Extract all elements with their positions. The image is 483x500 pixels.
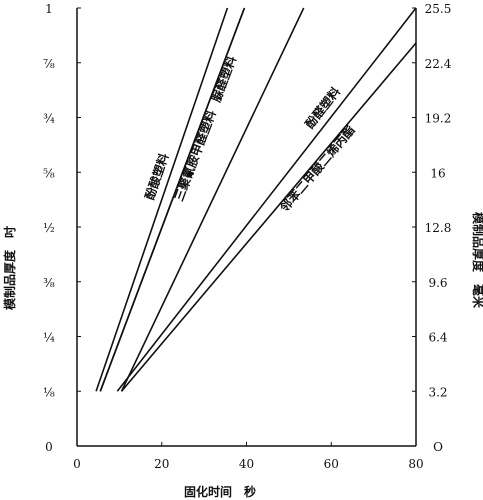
y-right-tick-label: 9.6 (428, 276, 447, 290)
y-left-tick-label: ⅝ (43, 166, 55, 180)
y-right-tick-label: 22.4 (425, 57, 452, 71)
series-line-3 (116, 7, 417, 392)
x-tick-label: 20 (154, 457, 169, 471)
series-label: 脲醛塑料 (208, 54, 239, 104)
y-left-tick-label: ¼ (43, 331, 55, 345)
y-left-tick-label: 1 (45, 2, 53, 16)
y-axis-right-ticks: O 3.2 6.4 9.6 12.8 16 19.2 22.4 25.5 (412, 2, 452, 454)
y-right-tick-label: 19.2 (425, 112, 452, 126)
y-left-tick-label: ⅛ (43, 385, 55, 399)
series-label: 酚醛塑料 (302, 84, 343, 131)
x-axis-ticks: 0 20 40 60 80 (73, 442, 424, 471)
y-right-tick-label: 3.2 (428, 385, 447, 399)
y-left-tick-label: 0 (45, 440, 53, 454)
y-axis-right-title: 模制品厚度 毫米 (471, 212, 483, 309)
y-left-tick-label: ⅜ (43, 276, 55, 290)
series-line-4 (120, 42, 417, 392)
y-left-tick-label: ⅞ (43, 57, 55, 71)
y-axis-left-ticks: 0 ⅛ ¼ ⅜ ½ ⅝ ¾ ⅞ 1 (43, 2, 81, 454)
x-tick-label: 0 (73, 457, 81, 471)
x-axis-title: 固化时间 秒 (184, 484, 256, 499)
y-left-tick-label: ¾ (43, 112, 55, 126)
x-tick-label: 40 (239, 457, 254, 471)
series-label: 三聚氰胺甲醛塑料 (171, 108, 219, 203)
series-line-2 (99, 7, 246, 392)
y-right-tick-label: O (433, 440, 443, 454)
x-tick-label: 80 (408, 457, 423, 471)
y-left-tick-label: ½ (43, 221, 55, 235)
y-right-tick-label: 16 (430, 166, 445, 180)
series-line-5 (120, 7, 305, 392)
y-axis-left-title: 模制品厚度 吋 (2, 226, 17, 310)
series-label: 酚酸塑料 (142, 151, 172, 201)
y-right-tick-label: 25.5 (425, 2, 452, 16)
series-line-0 (95, 7, 229, 392)
series-lines (95, 7, 417, 392)
x-tick-label: 60 (324, 457, 339, 471)
y-right-tick-label: 6.4 (428, 331, 447, 345)
y-right-tick-label: 12.8 (425, 221, 452, 235)
